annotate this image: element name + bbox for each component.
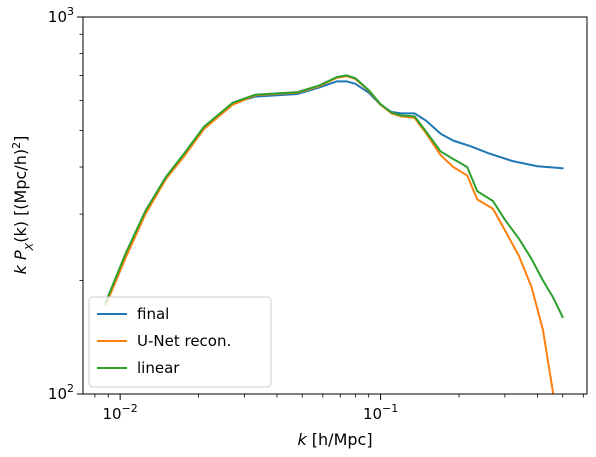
x-axis: 10−2 10−1 <box>94 394 584 423</box>
x-axis-label: k [h/Mpc] <box>297 430 372 449</box>
x-axis-label-unit: [h/Mpc] <box>307 430 373 449</box>
y-axis-label-k: k <box>11 264 30 274</box>
legend-label-linear: linear <box>137 359 180 377</box>
x-tick-label: 10−2 <box>103 402 138 423</box>
legend-frame <box>88 296 272 388</box>
y-tick-label: 102 <box>48 382 74 403</box>
y-axis-label-sub: X <box>23 242 36 251</box>
y-axis-label-close: ] <box>11 136 30 142</box>
y-tick-label: 103 <box>48 5 74 26</box>
y-axis-label-arg: (k) <box>11 221 30 243</box>
series-line-final <box>104 80 564 304</box>
legend-label-final: final <box>137 305 169 323</box>
plot-frame <box>82 16 588 395</box>
y-axis-label: k PX(k) [(Mpc/h)2] <box>10 136 36 275</box>
x-axis-label-var: k <box>297 430 307 449</box>
series-line-linear <box>104 74 564 319</box>
x-tick-label: 10−1 <box>363 402 398 423</box>
y-axis: 102 103 <box>48 5 83 403</box>
legend: final U-Net recon. linear <box>88 296 272 388</box>
y-axis-label-sup: 2 <box>10 142 23 149</box>
y-axis-label-p: P <box>11 250 30 260</box>
plot-lines <box>104 74 564 394</box>
y-axis-label-unit: [(Mpc/h) <box>11 149 30 221</box>
legend-label-unet-recon: U-Net recon. <box>137 332 231 350</box>
